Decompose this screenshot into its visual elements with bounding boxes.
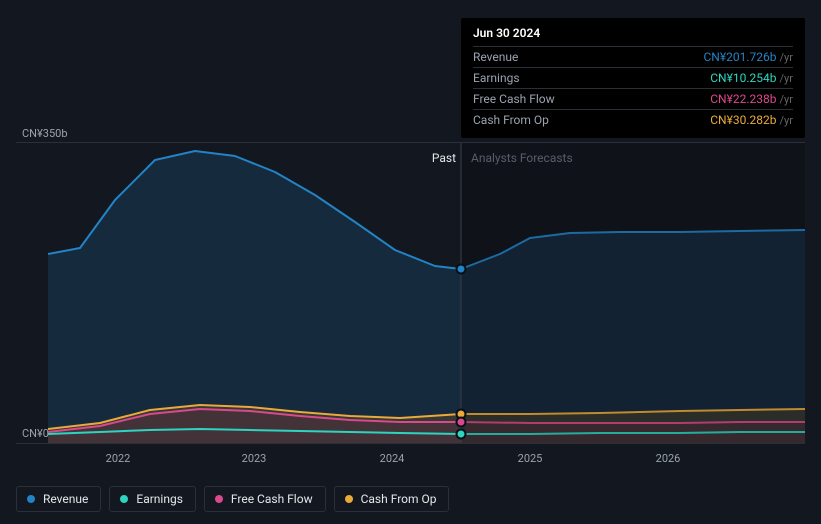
legend-label: Cash From Op	[361, 492, 437, 506]
tooltip-row-value: CN¥30.282b/yr	[710, 113, 793, 127]
tooltip-row-cash-from-op: Cash From Op CN¥30.282b/yr	[473, 109, 793, 130]
legend-dot-icon	[27, 495, 35, 503]
chart-tooltip: Jun 30 2024 Revenue CN¥201.726b/yr Earning…	[461, 18, 805, 138]
tooltip-row-value: CN¥22.238b/yr	[710, 92, 793, 106]
chart-legend: Revenue Earnings Free Cash Flow Cash From O…	[16, 486, 449, 512]
tooltip-row-value: CN¥10.254b/yr	[710, 71, 793, 85]
tooltip-row-label: Revenue	[473, 50, 518, 64]
forecast-shade	[461, 143, 805, 443]
legend-item-cash_from_op[interactable]: Cash From Op	[334, 486, 450, 512]
marker-free_cash_flow	[457, 418, 466, 427]
tooltip-row-revenue: Revenue CN¥201.726b/yr	[473, 46, 793, 67]
marker-revenue	[457, 265, 466, 274]
legend-item-free_cash_flow[interactable]: Free Cash Flow	[204, 486, 326, 512]
legend-item-revenue[interactable]: Revenue	[16, 486, 101, 512]
legend-dot-icon	[120, 495, 128, 503]
legend-label: Earnings	[136, 492, 183, 506]
tooltip-row-earnings: Earnings CN¥10.254b/yr	[473, 67, 793, 88]
marker-earnings	[457, 430, 466, 439]
legend-dot-icon	[215, 495, 223, 503]
legend-dot-icon	[345, 495, 353, 503]
legend-item-earnings[interactable]: Earnings	[109, 486, 196, 512]
tooltip-title: Jun 30 2024	[473, 26, 793, 40]
legend-label: Free Cash Flow	[231, 492, 313, 506]
tooltip-row-label: Cash From Op	[473, 113, 549, 127]
tooltip-row-value: CN¥201.726b/yr	[703, 50, 793, 64]
tooltip-row-label: Free Cash Flow	[473, 92, 555, 106]
legend-label: Revenue	[43, 492, 88, 506]
tooltip-row-label: Earnings	[473, 71, 520, 85]
tooltip-row-free-cash-flow: Free Cash Flow CN¥22.238b/yr	[473, 88, 793, 109]
